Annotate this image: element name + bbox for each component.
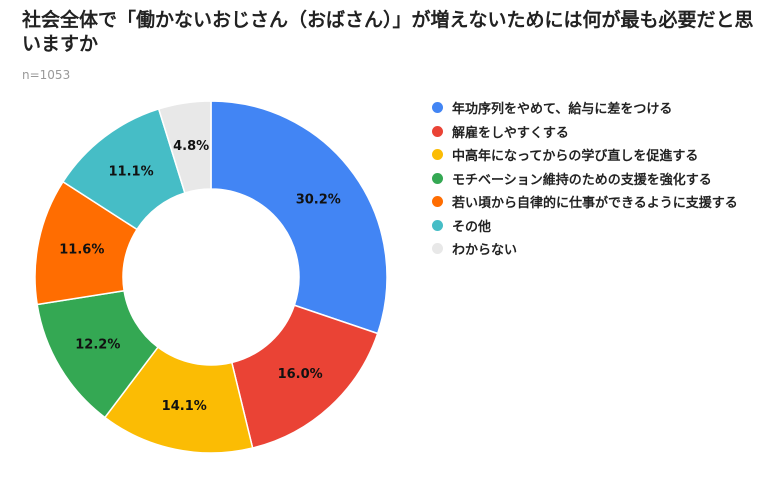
legend-item-3: 中高年になってからの学び直しを促進する [432,143,738,167]
legend-item-4: モチベーション維持のための支援を強化する [432,167,738,191]
sample-size: n=1053 [22,68,71,82]
slice-label-6: 11.1% [109,164,154,179]
slice-1 [210,100,388,335]
slice-label-7: 4.8% [173,139,209,154]
slice-2 [230,304,379,449]
legend: 年功序列をやめて、給与に差をつける 解雇をしやすくする中高年になってからの学び直し… [432,96,738,261]
legend-swatch-5 [432,196,443,208]
slice-3 [103,346,254,454]
legend-label-5: 若い頃から自律的に仕事ができるように支援する [452,196,738,212]
legend-label-7: わからない [452,243,518,259]
legend-swatch-2 [432,125,443,137]
slice-label-4: 12.2% [75,337,120,352]
legend-swatch-3 [432,149,443,161]
legend-swatch-1 [432,102,443,114]
legend-item-7: わからない [432,237,738,261]
legend-item-5: 若い頃から自律的に仕事ができるように支援する [432,190,738,214]
slice-7 [157,100,212,194]
legend-label-3: 中高年になってからの学び直しを促進する [452,149,699,165]
legend-swatch-6 [432,219,443,231]
slice-label-1: 30.2% [296,193,341,208]
legend-label-4: モチベーション維持のための支援を強化する [452,172,712,188]
slice-label-5: 11.6% [59,242,104,257]
legend-item-2: 解雇をしやすくする [432,120,738,144]
legend-label-6: その他 [452,219,492,235]
legend-swatch-4 [432,172,443,184]
legend-item-6: その他 [432,214,738,238]
chart-title: 社会全体で「働かないおじさん（おばさん）」が増えないためには何が最も必要だと思い… [22,9,754,55]
legend-swatch-7 [432,243,443,255]
slice-label-3: 14.1% [162,399,207,414]
slice-label-2: 16.0% [278,367,323,382]
legend-label-2: 解雇をしやすくする [452,125,569,141]
legend-item-1: 年功序列をやめて、給与に差をつける [432,96,738,120]
legend-label-1: 年功序列をやめて、給与に差をつける [452,102,673,118]
